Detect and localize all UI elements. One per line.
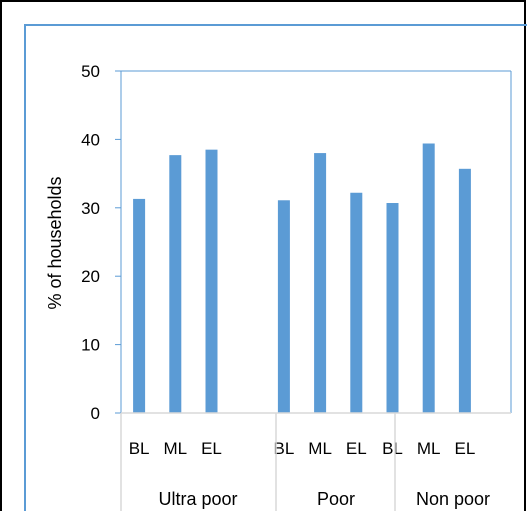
bar-poor-bl bbox=[277, 200, 290, 413]
chart-frame bbox=[24, 24, 527, 511]
bar-non-poor-el bbox=[458, 168, 471, 413]
y-tick-label: 10 bbox=[81, 336, 100, 355]
plot-area bbox=[120, 70, 512, 413]
bar-ultra-poor-el bbox=[205, 149, 218, 413]
y-tick-label: 0 bbox=[91, 404, 100, 423]
bar-ultra-poor-bl bbox=[133, 198, 146, 413]
x-category-label: BL bbox=[274, 439, 295, 458]
x-category-label: ML bbox=[163, 439, 187, 458]
x-category-label: ML bbox=[417, 439, 441, 458]
y-tick-label: 30 bbox=[81, 199, 100, 218]
y-axis-label: % of households bbox=[45, 176, 65, 309]
x-group-label: Non poor bbox=[416, 489, 490, 509]
x-category-label: ML bbox=[308, 439, 332, 458]
y-axis: 0 10 20 30 40 50 bbox=[81, 62, 121, 423]
x-group-label: Poor bbox=[317, 489, 355, 509]
bars bbox=[133, 143, 471, 413]
bar-non-poor-bl bbox=[386, 203, 399, 413]
y-tick-label: 40 bbox=[81, 130, 100, 149]
x-category-label: BL bbox=[129, 439, 150, 458]
x-category-label: EL bbox=[346, 439, 367, 458]
x-axis: BL ML EL BL ML EL BL ML EL Ultra poor Poor Non poor bbox=[120, 412, 511, 511]
y-tick-label: 20 bbox=[81, 267, 100, 286]
bar-non-poor-ml bbox=[422, 143, 435, 413]
bar-poor-el bbox=[350, 192, 363, 413]
bar-poor-ml bbox=[314, 153, 327, 413]
x-category-label: EL bbox=[455, 439, 476, 458]
x-category-label: EL bbox=[201, 439, 222, 458]
x-category-label: BL bbox=[382, 439, 403, 458]
bar-ultra-poor-ml bbox=[169, 155, 182, 413]
y-tick-label: 50 bbox=[81, 62, 100, 81]
x-group-label: Ultra poor bbox=[158, 489, 237, 509]
